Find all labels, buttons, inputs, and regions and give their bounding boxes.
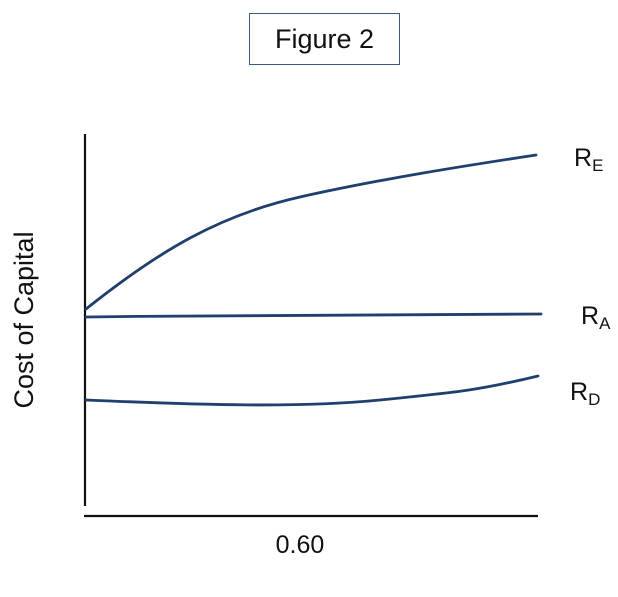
y-axis-label: Cost of Capital — [9, 231, 39, 408]
series-rd-label: RD — [570, 378, 600, 409]
x-tick-label: 0.60 — [276, 531, 325, 559]
series-rd-line — [84, 374, 540, 407]
series-ra-label: RA — [581, 302, 611, 333]
chart-title: Figure 2 — [249, 13, 400, 65]
series-re-label: RE — [574, 144, 603, 175]
series-re-line — [84, 153, 538, 311]
series-ra-line — [84, 312, 543, 319]
